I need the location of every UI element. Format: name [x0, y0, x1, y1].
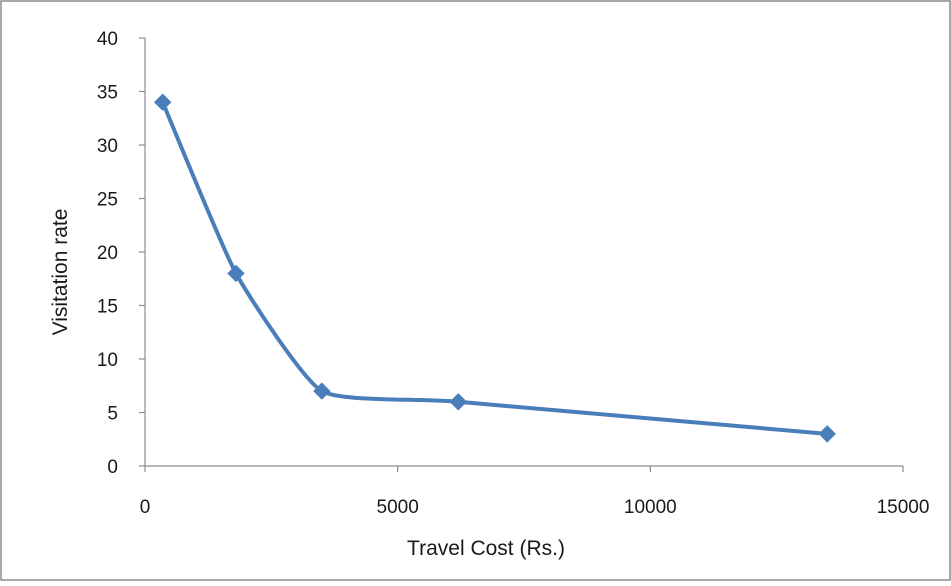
x-axis-ticks: 0 5000 10000 15000: [140, 466, 930, 518]
data-point-marker: [227, 264, 245, 283]
y-tick-label: 20: [97, 243, 118, 264]
y-tick-label: 40: [97, 29, 118, 50]
y-tick-label: 30: [97, 136, 118, 157]
x-tick-label: 10000: [624, 497, 677, 518]
data-point-marker: [313, 382, 331, 400]
y-tick-label: 35: [97, 83, 118, 104]
y-tick-label: 15: [97, 297, 118, 318]
x-tick-label: 5000: [377, 497, 419, 518]
data-point-marker: [449, 393, 468, 411]
x-tick-label: 15000: [877, 497, 930, 518]
y-tick-label: 10: [97, 350, 118, 371]
series-markers: [153, 93, 836, 443]
y-tick-label: 5: [107, 404, 118, 425]
data-point-marker: [818, 425, 836, 443]
y-axis-ticks: 0 5 10 15 20 25 30 35 40: [97, 29, 145, 478]
x-tick-label: 0: [140, 497, 151, 518]
x-axis-title: Travel Cost (Rs.): [407, 537, 565, 560]
y-tick-label: 25: [97, 190, 118, 211]
y-axis-title: Visitation rate: [49, 209, 72, 336]
data-point-marker: [153, 93, 172, 111]
y-tick-label: 0: [107, 457, 118, 478]
series-line: [160, 100, 830, 436]
